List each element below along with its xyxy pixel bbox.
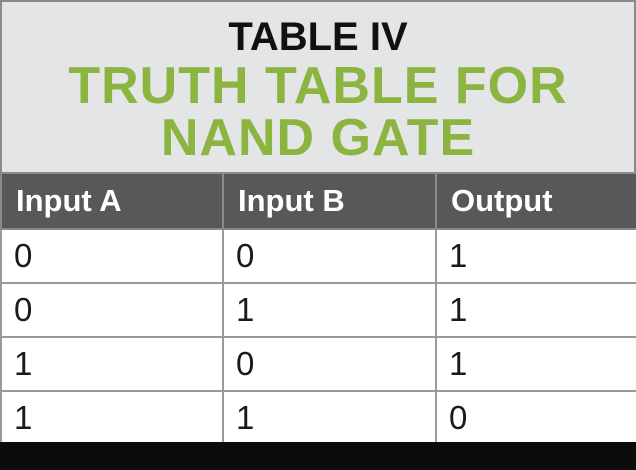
cell-input-a: 0: [0, 282, 224, 338]
cell-input-b: 0: [222, 336, 437, 392]
cell-input-b: 1: [222, 282, 437, 338]
table-row: 0 0 1: [0, 228, 636, 284]
cell-output: 1: [435, 282, 636, 338]
cell-output: 1: [435, 336, 636, 392]
cell-input-a: 1: [0, 336, 224, 392]
column-header-input-a: Input A: [0, 172, 224, 230]
column-header-output: Output: [435, 172, 636, 230]
table-row: 1 0 1: [0, 336, 636, 392]
truth-table: Input A Input B Output 0 0 1 0 1 1 1 0 1: [0, 172, 636, 446]
table-title: TRUTH TABLE FOR NAND GATE: [2, 60, 634, 164]
column-header-input-b: Input B: [222, 172, 437, 230]
table-caption: TABLE IV TRUTH TABLE FOR NAND GATE: [0, 0, 636, 172]
cell-input-b: 1: [222, 390, 437, 446]
cell-input-a: 1: [0, 390, 224, 446]
cell-output: 1: [435, 228, 636, 284]
cell-input-a: 0: [0, 228, 224, 284]
cell-input-b: 0: [222, 228, 437, 284]
bottom-rule: [0, 442, 636, 470]
table-title-line-2: NAND GATE: [160, 109, 476, 167]
table-row: 1 1 0: [0, 390, 636, 446]
table-title-line-1: TRUTH TABLE FOR: [68, 57, 568, 115]
column-header-row: Input A Input B Output: [0, 172, 636, 230]
table-row: 0 1 1: [0, 282, 636, 338]
cell-output: 0: [435, 390, 636, 446]
table-number: TABLE IV: [228, 15, 408, 59]
